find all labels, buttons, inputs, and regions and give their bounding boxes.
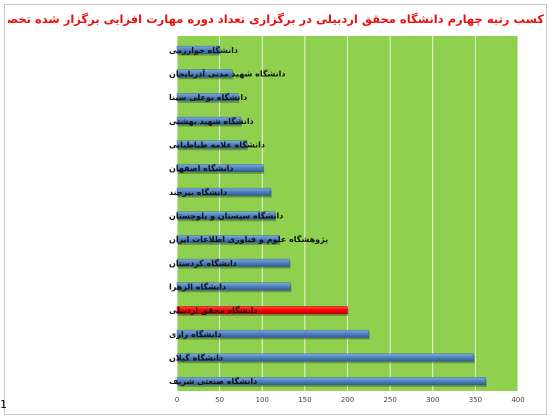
category-label: دانشگاه بیرجند [169,187,227,197]
category-label: دانشگاه خوارزمی [169,45,238,55]
category-label: دانشگاه شهید بهشتی [169,116,254,126]
x-tick-label: 250 [383,396,396,404]
bar [176,164,264,173]
category-label: دانشگاه بوعلی سینا [169,92,247,102]
category-label: پژوهشگاه علوم و فناوری اطلاعات ایران [169,234,328,244]
category-label: دانشگاه صنعتی شریف [169,376,257,386]
bar [176,187,271,196]
category-label: دانشگاه علامه طباطبایی [169,140,265,150]
bar [176,140,248,149]
category-label: دانشگاه رازی [169,329,221,339]
x-tick-label: 400 [511,396,524,404]
x-tick-label: 100 [256,396,269,404]
bar [176,45,220,54]
bar [176,93,239,102]
category-label: دانشگاه سیستان و بلوچستان [169,211,283,221]
chart-title: کسب رتبه چهارم دانشگاه محقق اردبیلی در ب… [8,12,544,26]
bar [176,282,291,291]
x-tick-label: 50 [215,396,224,404]
x-tick-label: 150 [298,396,311,404]
bar [176,258,290,267]
category-label: دانشگاه الزهرا [169,282,226,292]
category-label: دانشگاه شهید مدنی آذربایجان [169,69,286,79]
x-tick-label: 200 [341,396,354,404]
bar-highlight [176,306,348,315]
category-label: دانشگاه گیلان [169,353,223,363]
category-label: دانشگاه کردستان [169,258,237,268]
category-label: دانشگاه محقق اردبیلی [169,305,258,315]
bar [176,69,233,78]
x-tick-label: 350 [469,396,482,404]
corner-mark: 1 [0,398,7,411]
x-tick-label: 0 [175,396,179,404]
x-tick-label: 300 [426,396,439,404]
bar [176,116,242,125]
bar [176,329,370,338]
bar [176,353,474,362]
bar [176,211,276,220]
category-label: دانشگاه اصفهان [169,163,234,173]
bar [176,235,280,244]
bar [176,377,486,386]
